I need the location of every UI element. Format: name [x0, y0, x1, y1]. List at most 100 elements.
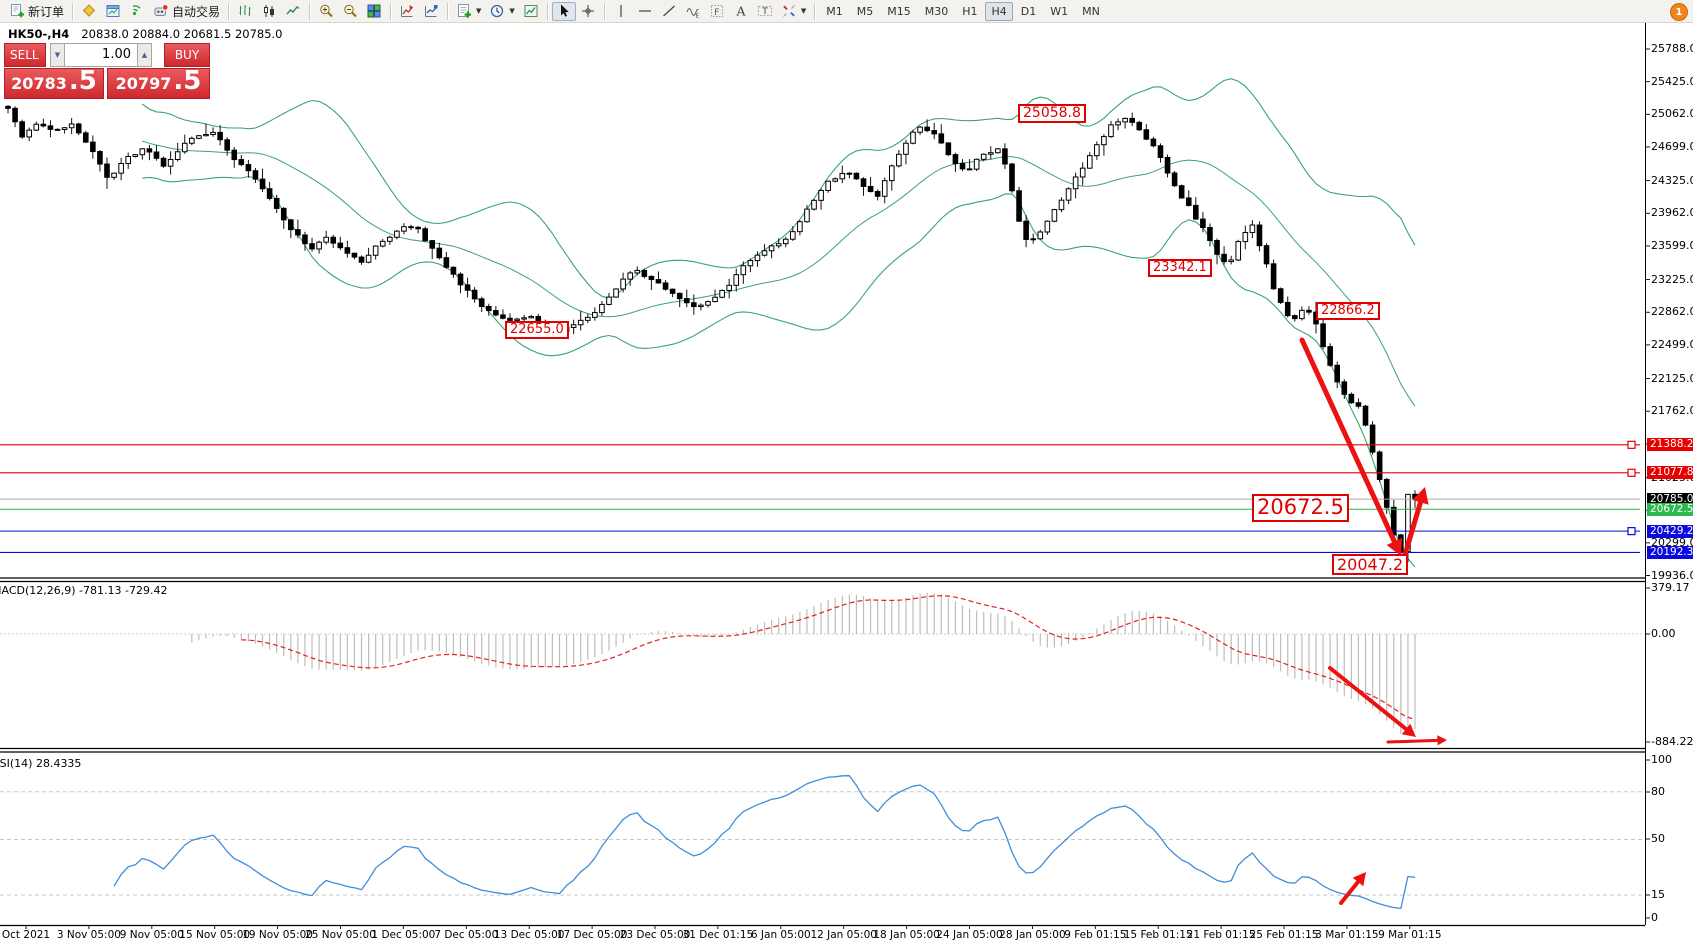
- tile-windows-button[interactable]: [362, 2, 386, 21]
- bar-chart-button[interactable]: [233, 2, 257, 21]
- candle-body: [1094, 144, 1100, 157]
- chart-template-button[interactable]: [519, 2, 543, 21]
- volume-input[interactable]: 1.00: [65, 43, 137, 67]
- timeframe-d1-button[interactable]: D1: [1020, 4, 1037, 18]
- candle-body: [797, 221, 803, 233]
- new-order-button-label: 新订单: [28, 4, 65, 19]
- deposit-button[interactable]: [77, 2, 101, 21]
- buy-button[interactable]: BUY: [164, 43, 210, 67]
- text-label-tool[interactable]: T: [753, 2, 777, 21]
- trend-arrow-head: [1437, 735, 1447, 746]
- candle-body: [429, 240, 436, 249]
- candle-body: [443, 257, 450, 268]
- fibonacci-tool[interactable]: F: [705, 2, 729, 21]
- candle-body: [613, 288, 619, 298]
- price-callout-25058.8[interactable]: 25058.8: [1018, 103, 1086, 124]
- text-tool[interactable]: A: [729, 2, 753, 21]
- candle-body: [662, 282, 669, 290]
- tile-windows-icon: [366, 3, 382, 19]
- timeframe-h4-button[interactable]: H4: [985, 1, 1013, 21]
- volume-decrease-button[interactable]: ▼: [50, 43, 65, 67]
- candle-body: [351, 252, 358, 258]
- candle-body: [457, 273, 464, 286]
- macd-axis-tick: 379.17: [1651, 581, 1690, 594]
- level-line-handle[interactable]: [1627, 527, 1636, 536]
- candle-body: [90, 141, 96, 153]
- crosshair-tool[interactable]: [576, 2, 600, 21]
- notification-badge[interactable]: 1: [1670, 3, 1688, 21]
- trend-arrow[interactable]: [1299, 337, 1400, 550]
- periods-button[interactable]: ▼: [485, 2, 518, 21]
- time-axis-label: 25 Nov 05:00: [305, 929, 376, 941]
- level-line-handle[interactable]: [1627, 440, 1636, 449]
- deposit-icon: [81, 3, 97, 19]
- trend-arrow[interactable]: [1339, 875, 1364, 905]
- zoom-out-button[interactable]: [338, 2, 362, 21]
- candle-body: [415, 226, 421, 230]
- price-axis-tick: 22125.0: [1651, 371, 1693, 385]
- bollinger-bands: [141, 78, 1416, 568]
- sell-button[interactable]: SELL: [4, 43, 46, 67]
- price-callout-22655.0[interactable]: 22655.0: [505, 320, 569, 340]
- price-callout-23342.1[interactable]: 23342.1: [1148, 258, 1212, 278]
- candle-body: [1086, 155, 1093, 169]
- chevron-down-icon[interactable]: ▼: [800, 7, 807, 15]
- candle-body: [471, 289, 478, 300]
- candle-body: [104, 163, 110, 178]
- time-axis-label: Oct 2021: [1, 929, 51, 941]
- candle-body: [1341, 381, 1348, 395]
- timeframe-w1-button[interactable]: W1: [1050, 4, 1069, 18]
- line-chart-button[interactable]: [281, 2, 305, 21]
- rsi-axis-tick: 0: [1651, 911, 1658, 924]
- chevron-down-icon[interactable]: ▼: [509, 7, 515, 15]
- new-chart-button[interactable]: ▼: [452, 2, 485, 21]
- trend-arrow[interactable]: [1328, 666, 1413, 735]
- level-line-handle[interactable]: [1627, 468, 1636, 477]
- trade-panel-top-row: SELL ▼ 1.00 ▲ BUY: [4, 43, 210, 67]
- sell-price-button[interactable]: 20783 .5: [4, 68, 104, 99]
- bar-chart-icon: [237, 3, 253, 19]
- auto-trading-button[interactable]: 自动交易: [149, 2, 224, 21]
- candle-body: [987, 152, 994, 155]
- timeframe-m15-button[interactable]: M15: [887, 4, 911, 18]
- chart-frame-icon: [523, 3, 539, 19]
- buy-price-button[interactable]: 20797 .5: [107, 68, 210, 99]
- market-watch-button[interactable]: [101, 2, 125, 21]
- timeframe-h1-button[interactable]: H1: [962, 4, 978, 18]
- candle-body: [323, 236, 329, 243]
- vertical-line-tool[interactable]: [609, 2, 633, 21]
- candle-body: [719, 289, 725, 298]
- chevron-down-icon[interactable]: ▼: [476, 7, 482, 15]
- trade-panel-price-row: 20783 .5 20797 .5: [4, 68, 210, 99]
- zoom-in-button[interactable]: [314, 2, 338, 21]
- candle-chart-icon: [261, 3, 277, 19]
- price-callout-20047.2[interactable]: 20047.2: [1332, 553, 1409, 576]
- trend-arrow[interactable]: [1401, 493, 1425, 561]
- timeframe-mn-button[interactable]: MN: [1082, 4, 1100, 18]
- horizontal-line-tool[interactable]: [633, 2, 657, 21]
- time-axis-label: 13 Dec 05:00: [493, 929, 565, 941]
- price-callout-22866.2[interactable]: 22866.2: [1316, 301, 1380, 321]
- candle-body: [521, 317, 527, 320]
- trend-arrow[interactable]: [1386, 738, 1443, 744]
- period-profiles-button[interactable]: [419, 2, 443, 21]
- timeframe-m30-button[interactable]: M30: [924, 4, 949, 18]
- price-axis-tick: 22862.0: [1651, 305, 1693, 319]
- trendline-tool[interactable]: [657, 2, 681, 21]
- time-axis-label: 12 Jan 05:00: [810, 929, 877, 941]
- profiles-button[interactable]: [395, 2, 419, 21]
- candle-body: [1037, 231, 1044, 240]
- timeframe-m1-button[interactable]: M1: [826, 4, 843, 18]
- new-order-button[interactable]: 新订单: [5, 2, 68, 21]
- cursor-tool[interactable]: [551, 1, 576, 21]
- arrows-tool[interactable]: ▼: [777, 2, 810, 21]
- equidistant-channel-tool[interactable]: E: [681, 2, 705, 21]
- candle-chart-button[interactable]: [257, 2, 281, 21]
- volume-increase-button[interactable]: ▲: [137, 43, 152, 67]
- time-axis-label: 21 Feb 01:15: [1186, 929, 1256, 941]
- candle-body: [768, 245, 775, 252]
- price-callout-20672.5[interactable]: 20672.5: [1252, 494, 1349, 522]
- timeframe-m5-button[interactable]: M5: [856, 4, 874, 18]
- signals-button[interactable]: [125, 2, 149, 21]
